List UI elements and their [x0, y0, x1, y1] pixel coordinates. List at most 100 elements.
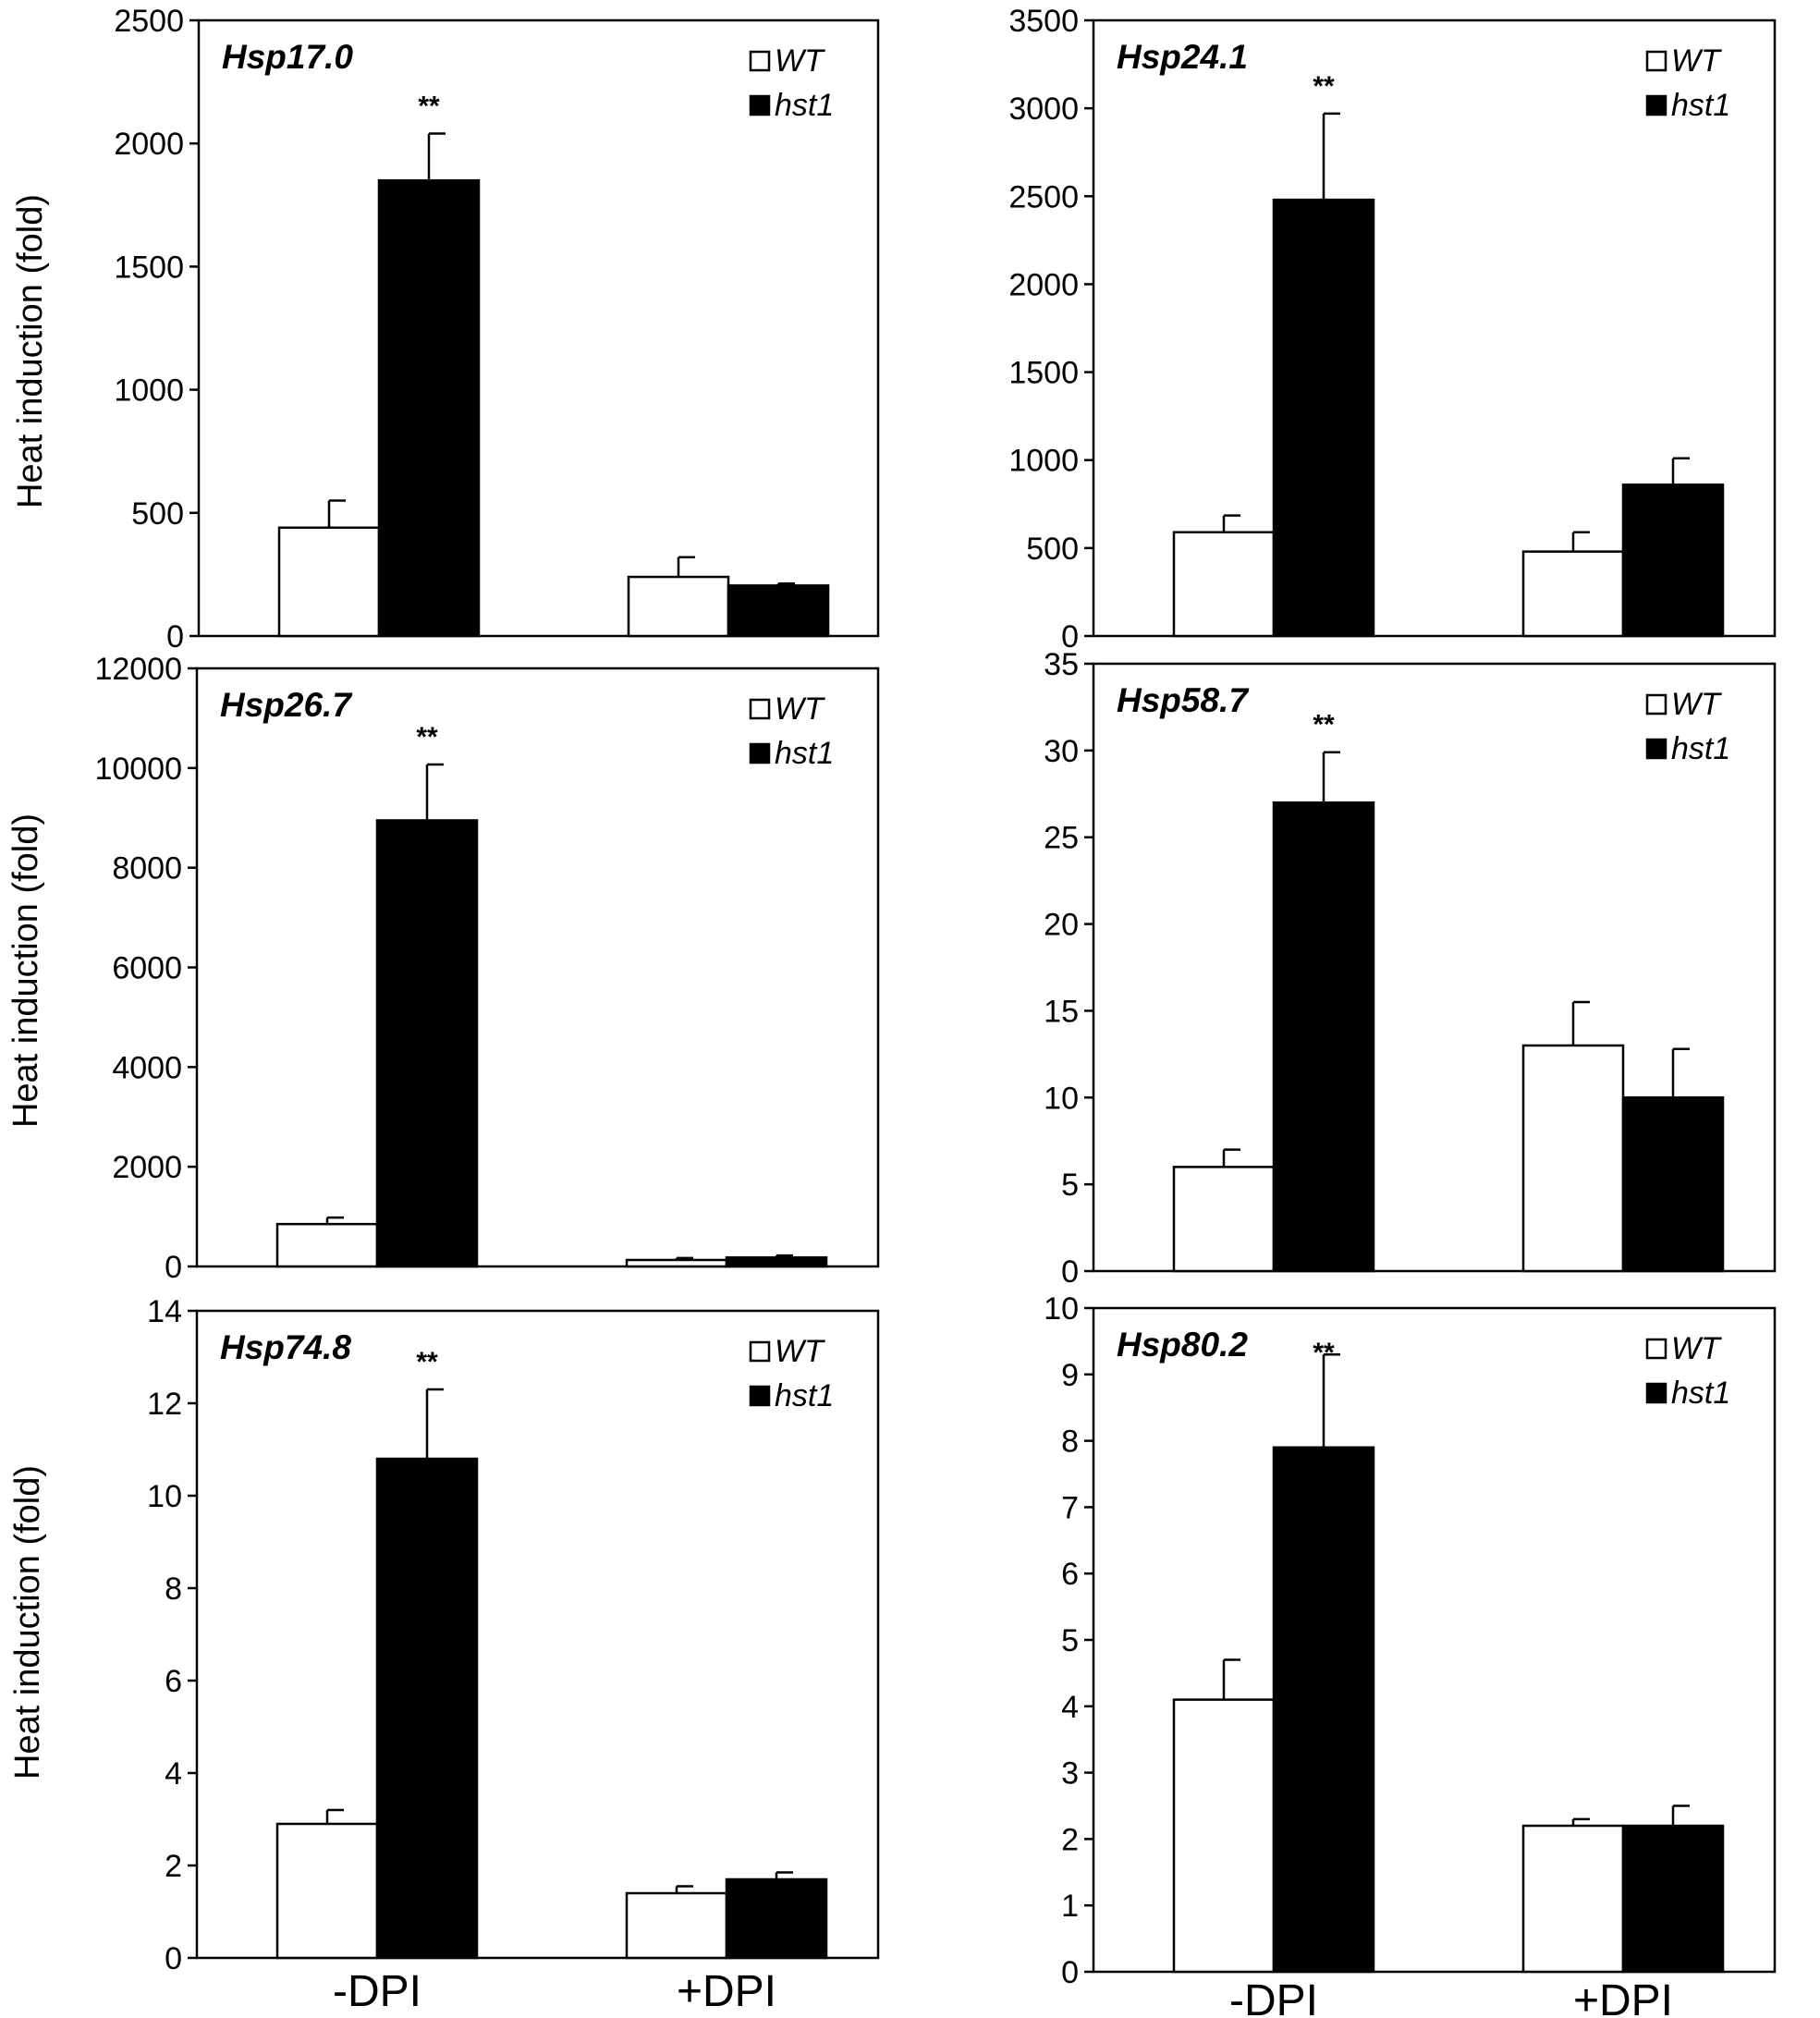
y-tick-label: 12000 [94, 652, 182, 687]
y-tick-label: 10 [147, 1479, 182, 1514]
y-tick-label: 8000 [112, 851, 182, 887]
y-tick-label: 5 [1061, 1168, 1079, 1203]
y-tick-label: 3500 [1008, 4, 1079, 39]
legend-swatch-wt [1645, 693, 1667, 715]
bar-hst1-minus-dpi [375, 819, 479, 1268]
significance-marker: ** [1313, 710, 1335, 740]
x-category-label: +DPI [677, 1967, 776, 2016]
chart-panel-6: 0 1 2 3 4 5 6 7 8 9 10 ** Hsp80.2 WT hst1 -DPI +DPI [1044, 1291, 1777, 2018]
bar-wt-minus-dpi [1172, 531, 1276, 638]
y-tick-label: 500 [1026, 532, 1079, 567]
legend-label-hst1: hst1 [1671, 1376, 1730, 1411]
y-tick-label: 10000 [94, 752, 182, 787]
y-tick-label: 6 [165, 1664, 182, 1699]
y-tick-label: 2 [1061, 1822, 1079, 1857]
y-tick-label: 4 [1061, 1690, 1079, 1725]
y-tick-label: 12 [147, 1387, 182, 1422]
legend-label-wt: WT [775, 691, 825, 727]
chart-title: Hsp26.7 [220, 686, 353, 724]
y-tick-label: 1 [1061, 1889, 1079, 1924]
y-tick-label: 6000 [112, 951, 182, 986]
chart-panel-5: 0 2 4 6 8 10 12 14 ** Hsp74.8 WT hst1 -DPI +DPI [147, 1294, 880, 2016]
y-tick-label: 15 [1044, 994, 1079, 1029]
y-tick-label: 1000 [1008, 444, 1079, 479]
legend-label-wt: WT [1671, 1331, 1722, 1366]
y-tick-label: 20 [1044, 908, 1079, 943]
bar-hst1-plus-dpi [725, 1256, 828, 1268]
bar-wt-plus-dpi [1521, 1044, 1625, 1273]
y-tick-label: 0 [1061, 619, 1079, 654]
bar-hst1-minus-dpi [375, 1457, 479, 1960]
chart-panel-2: 0 500 1000 1500 2000 2500 3000 3500 ** Hsp24.1 WT h… [1008, 4, 1777, 654]
chart-panel-1: 0 500 1000 1500 2000 2500 ** Hsp17.0 WT hst1 [114, 4, 880, 654]
bar-hst1-minus-dpi [1272, 1446, 1375, 1974]
y-tick-label: 4000 [112, 1050, 182, 1085]
y-tick-label: 1000 [114, 373, 184, 409]
legend-label-wt: WT [775, 43, 825, 79]
significance-marker: ** [416, 722, 438, 752]
y-tick-label: 2500 [114, 4, 184, 39]
y-tick-label: 14 [147, 1294, 182, 1329]
bar-wt-minus-dpi [275, 1822, 379, 1960]
y-tick-label: 25 [1044, 821, 1079, 856]
y-tick-label: 2500 [1008, 179, 1079, 214]
y-tick-label: 2000 [1008, 267, 1079, 302]
y-tick-label: 1500 [114, 250, 184, 285]
bar-hst1-plus-dpi [725, 1877, 828, 1960]
bar-hst1-plus-dpi [1621, 1096, 1725, 1273]
bar-wt-minus-dpi [277, 526, 381, 638]
y-tick-label: 0 [1061, 1955, 1079, 1990]
plot-frame [195, 1309, 880, 1960]
legend-swatch-hst1 [1645, 94, 1667, 116]
legend-label-hst1: hst1 [775, 1378, 834, 1413]
y-tick-label: 0 [165, 1941, 182, 1976]
bar-wt-plus-dpi [625, 1258, 728, 1268]
legend-label-hst1: hst1 [1671, 731, 1730, 766]
bar-wt-plus-dpi [1521, 1824, 1625, 1974]
x-category-label: -DPI [333, 1967, 421, 2016]
legend-label-hst1: hst1 [775, 736, 834, 771]
y-tick-label: 0 [165, 1250, 182, 1285]
y-axis-label: Heat induction (fold) [11, 194, 50, 508]
plot-frame [1092, 18, 1777, 638]
legend-swatch-wt [749, 698, 771, 720]
bar-hst1-plus-dpi [727, 584, 830, 638]
legend-label-wt: WT [1671, 687, 1722, 722]
y-tick-label: 8 [165, 1572, 182, 1607]
legend-label-hst1: hst1 [775, 88, 834, 123]
legend-label-hst1: hst1 [1671, 88, 1730, 123]
bar-wt-plus-dpi [1521, 550, 1625, 638]
y-tick-label: 5 [1061, 1623, 1079, 1658]
y-tick-label: 9 [1061, 1358, 1079, 1393]
y-tick-label: 3 [1061, 1756, 1079, 1792]
bar-hst1-minus-dpi [1272, 198, 1375, 638]
legend-swatch-hst1 [1645, 738, 1667, 760]
legend-label-wt: WT [1671, 43, 1722, 79]
significance-marker: ** [1313, 71, 1335, 102]
bar-wt-plus-dpi [627, 575, 730, 638]
bar-hst1-minus-dpi [1272, 801, 1375, 1273]
significance-marker: ** [416, 1347, 438, 1377]
y-axis-label: Heat induction (fold) [8, 1465, 47, 1780]
y-tick-label: 0 [1061, 1254, 1079, 1290]
bar-hst1-plus-dpi [1621, 483, 1725, 638]
legend-swatch-wt [1645, 50, 1667, 72]
y-tick-label: 0 [166, 619, 184, 654]
significance-marker: ** [1313, 1338, 1335, 1368]
y-tick-label: 1500 [1008, 356, 1079, 391]
y-tick-label: 7 [1061, 1490, 1079, 1525]
y-tick-label: 8 [1061, 1425, 1079, 1460]
legend-swatch-wt [1645, 1338, 1667, 1360]
y-tick-label: 2 [165, 1849, 182, 1884]
bar-wt-minus-dpi [1172, 1698, 1276, 1974]
y-axis-label: Heat induction (fold) [6, 813, 45, 1128]
legend-swatch-wt [749, 1340, 771, 1363]
chart-panel-4: 0 5 10 15 20 25 30 35 ** Hsp58.7 WT hst1 [1044, 647, 1777, 1290]
significance-marker: ** [418, 92, 440, 122]
bar-wt-minus-dpi [275, 1222, 379, 1268]
x-category-label: +DPI [1573, 1976, 1673, 2018]
legend-swatch-hst1 [749, 1385, 771, 1407]
y-tick-label: 35 [1044, 647, 1079, 682]
chart-title: Hsp58.7 [1117, 681, 1250, 719]
